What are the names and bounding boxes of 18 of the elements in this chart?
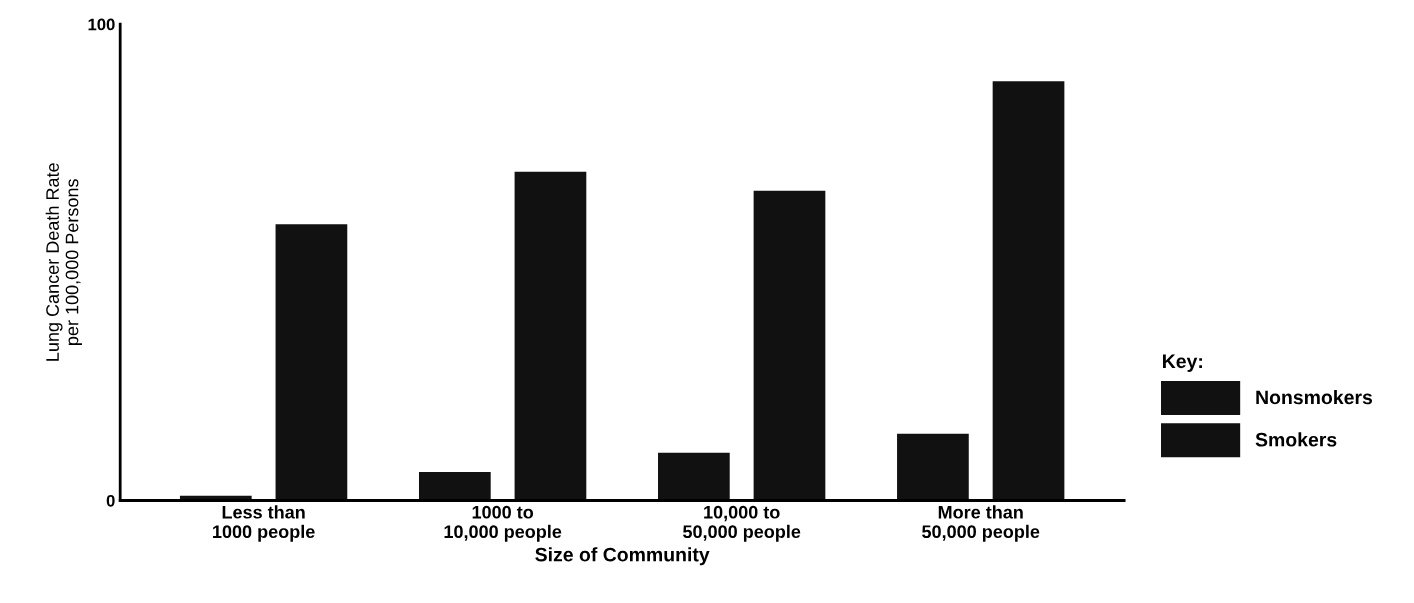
y-tick-label: 100 [88, 18, 115, 31]
x-tick-label: 10,000 to 50,000 people [683, 505, 801, 542]
legend-label: Nonsmokers [1256, 389, 1373, 405]
bar [658, 452, 730, 501]
bar [753, 190, 826, 501]
bar [897, 433, 969, 501]
x-tick-label: Less than 1000 people [213, 505, 315, 542]
x-axis-title: Size of Community [535, 547, 710, 566]
legend-label: Smokers [1255, 432, 1337, 447]
y-tick-label: 0 [106, 494, 115, 507]
x-tick-label: More than 50,000 people [922, 505, 1040, 542]
bar [275, 224, 348, 501]
bar [418, 471, 491, 501]
y-axis-title: Lung Cancer Death Rate per 100,000 Persons [45, 163, 82, 361]
x-tick-label: 1000 to 10,000 people [444, 505, 562, 542]
bar [992, 81, 1065, 501]
legend-title: Key: [1163, 354, 1202, 372]
bar [514, 171, 587, 501]
